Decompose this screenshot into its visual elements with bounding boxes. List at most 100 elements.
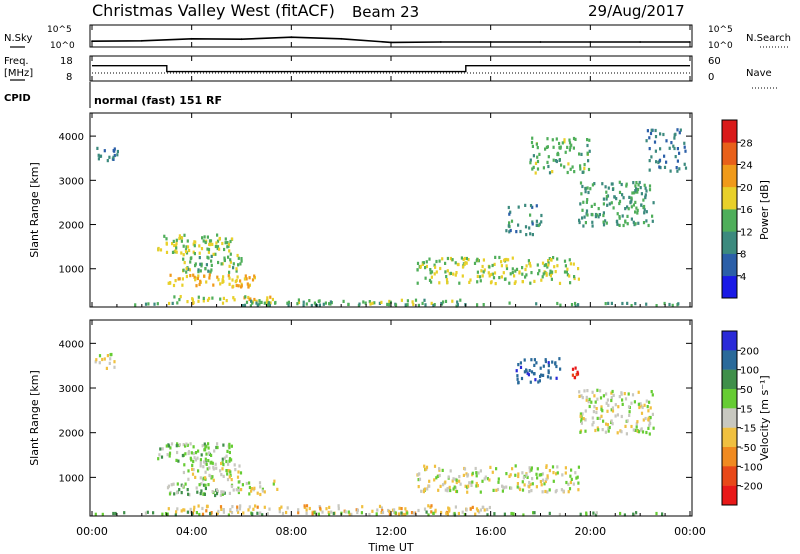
- heatmap-cell: [175, 238, 178, 242]
- heatmap-cell: [200, 489, 203, 493]
- heatmap-cell: [577, 267, 580, 271]
- heatmap-cell: [623, 392, 626, 396]
- heatmap-cell: [202, 239, 205, 243]
- heatmap-cell: [308, 299, 311, 303]
- heatmap-cell: [186, 239, 189, 243]
- heatmap-cell: [240, 257, 243, 261]
- heatmap-cell: [297, 298, 300, 302]
- heatmap-cell: [571, 367, 575, 371]
- heatmap-cell: [195, 486, 198, 490]
- heatmap-cell: [574, 366, 577, 370]
- heatmap-cell: [193, 244, 196, 248]
- heatmap-cell: [595, 511, 598, 515]
- heatmap-cell: [588, 138, 591, 142]
- heatmap-cell: [406, 511, 409, 515]
- heatmap-cell: [227, 242, 231, 246]
- heatmap-cell: [434, 265, 437, 269]
- heatmap-cell: [251, 512, 254, 516]
- heatmap-cell: [514, 473, 517, 477]
- heatmap-cell: [551, 170, 554, 174]
- heatmap-cell: [502, 486, 506, 490]
- heatmap-cell: [547, 261, 550, 265]
- heatmap-cell: [278, 507, 281, 511]
- heatmap-cell: [348, 512, 351, 516]
- heatmap-cell: [605, 197, 608, 201]
- heatmap-cell: [539, 366, 542, 370]
- x-tick-label: 16:00: [475, 525, 507, 538]
- heatmap-cell: [216, 245, 220, 249]
- heatmap-cell: [649, 416, 652, 420]
- heatmap-cell: [509, 272, 512, 276]
- heatmap-cell: [523, 358, 526, 362]
- heatmap-cell: [467, 258, 470, 262]
- heatmap-cell: [199, 476, 202, 480]
- heatmap-cell: [185, 267, 188, 271]
- heatmap-cell: [579, 430, 582, 434]
- heatmap-cell: [544, 359, 547, 364]
- heatmap-cell: [169, 446, 172, 450]
- heatmap-cell: [529, 158, 532, 162]
- heatmap-cell: [530, 466, 533, 470]
- noise-point: [91, 40, 93, 43]
- heatmap-cell: [175, 244, 178, 248]
- heatmap-cell: [325, 507, 328, 511]
- heatmap-cell: [425, 264, 428, 269]
- heatmap-cell: [567, 490, 570, 494]
- heatmap-cell: [170, 483, 173, 487]
- heatmap-cell: [240, 488, 243, 492]
- heatmap-cell: [217, 260, 220, 265]
- y-tick-label: 4000: [59, 132, 84, 143]
- heatmap-cell: [526, 371, 529, 375]
- heatmap-cell: [208, 239, 212, 243]
- heatmap-cell: [454, 273, 457, 277]
- heatmap-cell: [588, 149, 591, 153]
- heatmap-cell: [546, 145, 549, 149]
- heatmap-cell: [524, 225, 528, 229]
- heatmap-cell: [586, 138, 589, 142]
- heatmap-cell: [580, 192, 583, 196]
- heatmap-cell: [520, 376, 524, 381]
- heatmap-cell: [239, 504, 242, 508]
- heatmap-cell: [404, 303, 407, 307]
- heatmap-cell: [233, 463, 236, 467]
- heatmap-cell: [533, 358, 536, 362]
- heatmap-cell: [648, 423, 651, 427]
- heatmap-cell: [198, 251, 201, 255]
- heatmap-cell: [673, 136, 676, 140]
- heatmap-cell: [447, 475, 450, 479]
- heatmap-cell: [321, 510, 324, 514]
- heatmap-cell: [648, 168, 651, 172]
- heatmap-cell: [165, 444, 168, 448]
- heatmap-cell: [507, 224, 510, 228]
- heatmap-cell: [199, 262, 202, 266]
- heatmap-cell: [189, 442, 192, 446]
- heatmap-cell: [179, 295, 182, 299]
- date-title: 29/Aug/2017: [588, 2, 685, 20]
- heatmap-cell: [96, 146, 99, 150]
- heatmap-cell: [545, 465, 548, 469]
- heatmap-cell: [601, 428, 604, 432]
- heatmap-cell: [548, 488, 551, 492]
- heatmap-cell: [199, 279, 202, 283]
- heatmap-cell: [116, 153, 119, 157]
- heatmap-cell: [627, 405, 631, 409]
- heatmap-cell: [624, 397, 628, 401]
- heatmap-cell: [648, 188, 652, 192]
- heatmap-cell: [531, 233, 534, 237]
- heatmap-cell: [185, 274, 188, 279]
- heatmap-cell: [134, 303, 137, 307]
- heatmap-cell: [634, 210, 637, 214]
- heatmap-cell: [627, 207, 630, 211]
- heatmap-cell: [482, 258, 485, 262]
- heatmap-cell: [187, 267, 190, 271]
- heatmap-cell: [457, 511, 460, 516]
- heatmap-cell: [650, 390, 653, 394]
- heatmap-cell: [593, 405, 596, 409]
- heatmap-cell: [663, 301, 666, 306]
- heatmap-cell: [247, 295, 250, 300]
- heatmap-cell: [207, 483, 210, 487]
- heatmap-cell: [235, 488, 238, 492]
- heatmap-cell: [488, 505, 491, 510]
- heatmap-cell: [591, 213, 594, 217]
- heatmap-cell: [228, 491, 231, 495]
